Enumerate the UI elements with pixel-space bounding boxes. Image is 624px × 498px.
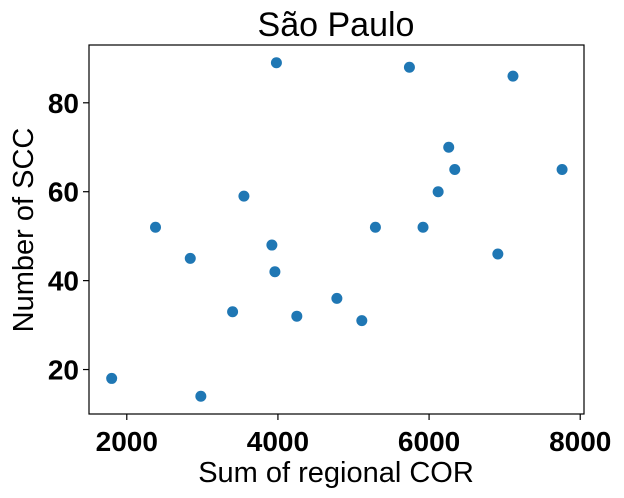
data-point-17: [443, 141, 455, 153]
plot-frame: [88, 44, 585, 415]
data-point-6: [238, 190, 250, 202]
data-point-5: [227, 306, 239, 318]
data-point-4: [195, 390, 207, 402]
y-tick-label: 80: [48, 88, 79, 119]
data-point-21: [556, 163, 568, 175]
x-tick-label: 6000: [398, 426, 460, 457]
data-point-12: [356, 315, 368, 327]
x-tick-label: 8000: [549, 426, 611, 457]
data-point-20: [507, 70, 519, 82]
y-axis-ticks: 20 40 60 80: [48, 88, 89, 386]
data-point-15: [417, 221, 429, 233]
data-point-1: [106, 372, 118, 384]
x-axis-label: Sum of regional COR: [198, 457, 474, 489]
data-point-18: [449, 163, 461, 175]
y-tick-label: 20: [48, 355, 79, 386]
data-point-16: [432, 186, 444, 198]
data-point-10: [291, 310, 303, 322]
data-points: [106, 57, 568, 402]
data-point-9: [270, 57, 282, 69]
x-axis-ticks: 2000 4000 6000 8000: [96, 414, 611, 457]
data-point-8: [269, 266, 281, 278]
data-point-19: [492, 248, 504, 260]
chart-title: São Paulo: [258, 6, 415, 44]
x-tick-label: 4000: [247, 426, 309, 457]
data-point-11: [331, 292, 343, 304]
data-point-13: [369, 221, 381, 233]
data-point-3: [184, 252, 196, 264]
data-point-7: [266, 239, 278, 251]
data-point-14: [403, 61, 415, 73]
x-tick-label: 2000: [96, 426, 158, 457]
y-tick-label: 40: [48, 266, 79, 297]
y-tick-label: 60: [48, 177, 79, 208]
y-axis-label: Number of SCC: [8, 128, 40, 333]
data-point-2: [150, 221, 162, 233]
